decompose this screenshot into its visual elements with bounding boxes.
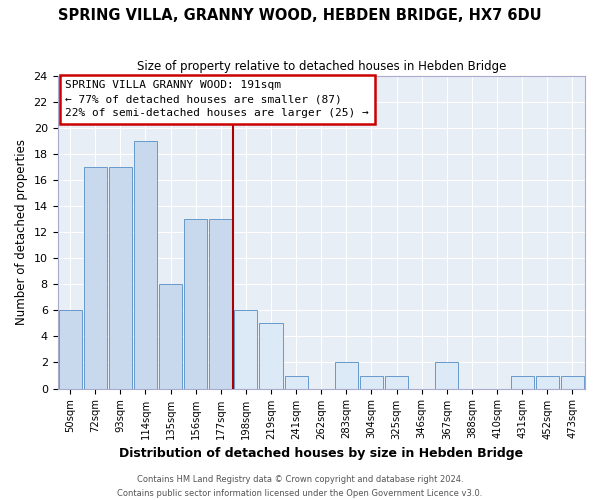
Bar [385, 376, 408, 388]
Bar [511, 376, 534, 388]
Bar [536, 376, 559, 388]
Text: Contains HM Land Registry data © Crown copyright and database right 2024.
Contai: Contains HM Land Registry data © Crown c… [118, 476, 482, 498]
Bar [159, 284, 182, 389]
Text: SPRING VILLA GRANNY WOOD: 191sqm
← 77% of detached houses are smaller (87)
22% o: SPRING VILLA GRANNY WOOD: 191sqm ← 77% o… [65, 80, 369, 118]
Bar [109, 167, 132, 388]
Bar [561, 376, 584, 388]
Bar [235, 310, 257, 388]
Bar [134, 141, 157, 388]
Title: Size of property relative to detached houses in Hebden Bridge: Size of property relative to detached ho… [137, 60, 506, 73]
X-axis label: Distribution of detached houses by size in Hebden Bridge: Distribution of detached houses by size … [119, 447, 523, 460]
Bar [209, 219, 232, 388]
Bar [360, 376, 383, 388]
Bar [59, 310, 82, 388]
Bar [335, 362, 358, 388]
Bar [435, 362, 458, 388]
Bar [284, 376, 308, 388]
Bar [184, 219, 207, 388]
Bar [259, 324, 283, 388]
Y-axis label: Number of detached properties: Number of detached properties [15, 139, 28, 325]
Text: SPRING VILLA, GRANNY WOOD, HEBDEN BRIDGE, HX7 6DU: SPRING VILLA, GRANNY WOOD, HEBDEN BRIDGE… [58, 8, 542, 22]
Bar [83, 167, 107, 388]
